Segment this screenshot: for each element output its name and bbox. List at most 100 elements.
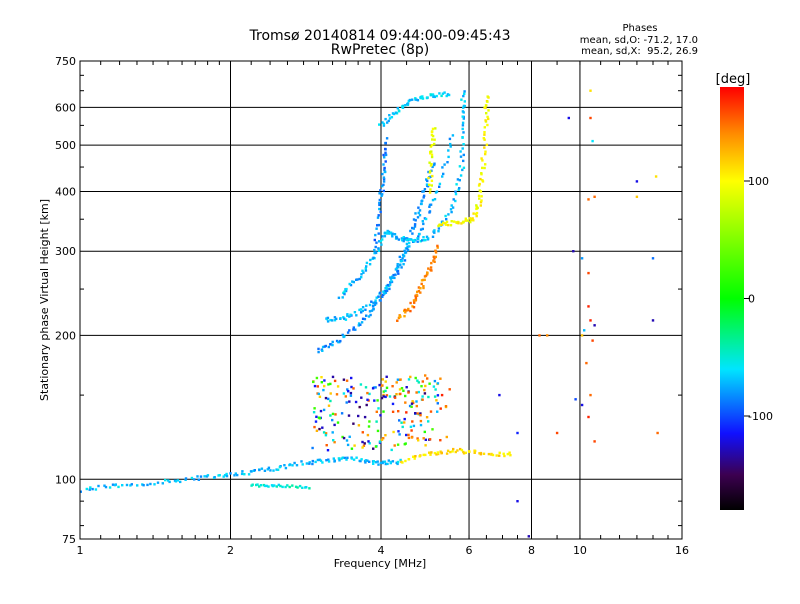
trace-point: [486, 123, 489, 127]
trace-point: [443, 163, 446, 166]
trace-point: [321, 349, 324, 352]
trace-point: [484, 150, 487, 153]
trace-point: [433, 162, 436, 165]
clutter-point: [382, 393, 385, 397]
clutter-point: [313, 384, 317, 388]
trace-point: [197, 478, 200, 481]
trace-point: [396, 269, 400, 273]
clutter-point: [384, 434, 387, 437]
clutter-point: [357, 414, 360, 418]
trace-point: [444, 222, 447, 225]
trace-point: [462, 220, 465, 223]
trace-point: [222, 475, 225, 478]
sparse-point: [587, 305, 590, 308]
trace-point: [423, 278, 426, 281]
trace-point: [421, 95, 424, 98]
trace-point: [393, 276, 396, 280]
trace-point: [461, 147, 464, 150]
trace-point: [442, 172, 445, 176]
trace-point: [298, 484, 302, 488]
phase-stats-title: Phases: [622, 23, 657, 34]
clutter-point: [333, 423, 336, 427]
sparse-point: [516, 500, 519, 503]
trace-point: [373, 248, 376, 252]
trace-point: [327, 345, 330, 349]
trace-point: [279, 484, 282, 488]
trace-point: [431, 174, 434, 178]
trace-point: [430, 451, 433, 454]
clutter-point: [417, 381, 420, 384]
trace-point: [484, 119, 487, 122]
clutter-point: [374, 386, 377, 389]
trace-point: [498, 451, 501, 454]
y-tick-label: 300: [55, 245, 76, 258]
trace-point: [352, 326, 355, 329]
trace-point: [482, 452, 486, 455]
clutter-point: [361, 446, 364, 449]
trace-point: [483, 133, 486, 136]
clutter-point: [433, 395, 437, 398]
clutter-point: [375, 410, 378, 413]
trace-point: [449, 450, 452, 454]
trace-point: [337, 296, 341, 299]
trace-point: [403, 238, 406, 241]
trace-point: [269, 469, 272, 472]
trace-point: [372, 460, 375, 463]
clutter-point: [423, 430, 426, 434]
clutter-point: [439, 407, 442, 410]
y-axis-label: Stationary phase Virtual Height [km]: [38, 199, 51, 401]
trace-point: [422, 278, 425, 282]
trace-point: [422, 190, 425, 193]
clutter-point: [412, 401, 415, 404]
clutter-point: [368, 442, 371, 445]
trace-point: [401, 253, 405, 257]
trace-point: [459, 447, 462, 451]
trace-point: [415, 98, 418, 101]
clutter-point: [324, 432, 328, 435]
trace-point: [441, 166, 444, 169]
sparse-point: [498, 393, 501, 397]
trace-point: [411, 232, 414, 235]
trace-point: [372, 308, 375, 311]
trace-point: [455, 183, 458, 186]
trace-point: [433, 142, 436, 146]
trace-point: [276, 468, 280, 471]
trace-point: [391, 235, 394, 238]
trace-point: [344, 318, 348, 321]
trace-point: [429, 164, 433, 167]
clutter-point: [433, 379, 437, 383]
trace-point: [164, 478, 167, 482]
clutter-point: [395, 381, 398, 384]
trace-point: [416, 99, 420, 102]
clutter-point: [435, 399, 438, 402]
trace-point: [403, 308, 407, 312]
clutter-point: [329, 414, 332, 417]
sparse-point: [591, 339, 594, 342]
clutter-point: [408, 404, 412, 408]
trace-point: [401, 239, 404, 242]
trace-point: [339, 317, 342, 320]
clutter-point: [316, 392, 319, 395]
trace-point: [352, 458, 356, 461]
trace-point: [326, 320, 330, 323]
x-tick-label: 10: [573, 544, 587, 557]
trace-point: [452, 447, 455, 451]
trace-point: [433, 451, 437, 455]
clutter-point: [327, 404, 331, 407]
clutter-point: [380, 438, 384, 441]
trace-point: [462, 159, 465, 163]
trace-point: [432, 255, 435, 258]
trace-point: [351, 280, 354, 283]
trace-point: [193, 478, 196, 481]
clutter-point: [379, 414, 382, 417]
trace-point: [353, 311, 357, 314]
trace-point: [288, 463, 292, 466]
trace-point: [397, 316, 401, 320]
clutter-point: [412, 424, 416, 428]
trace-point: [341, 333, 344, 337]
clutter-point: [358, 405, 361, 409]
clutter-point: [323, 384, 326, 388]
clutter-point: [341, 435, 344, 439]
trace-point: [461, 168, 464, 172]
trace-point: [480, 195, 483, 198]
